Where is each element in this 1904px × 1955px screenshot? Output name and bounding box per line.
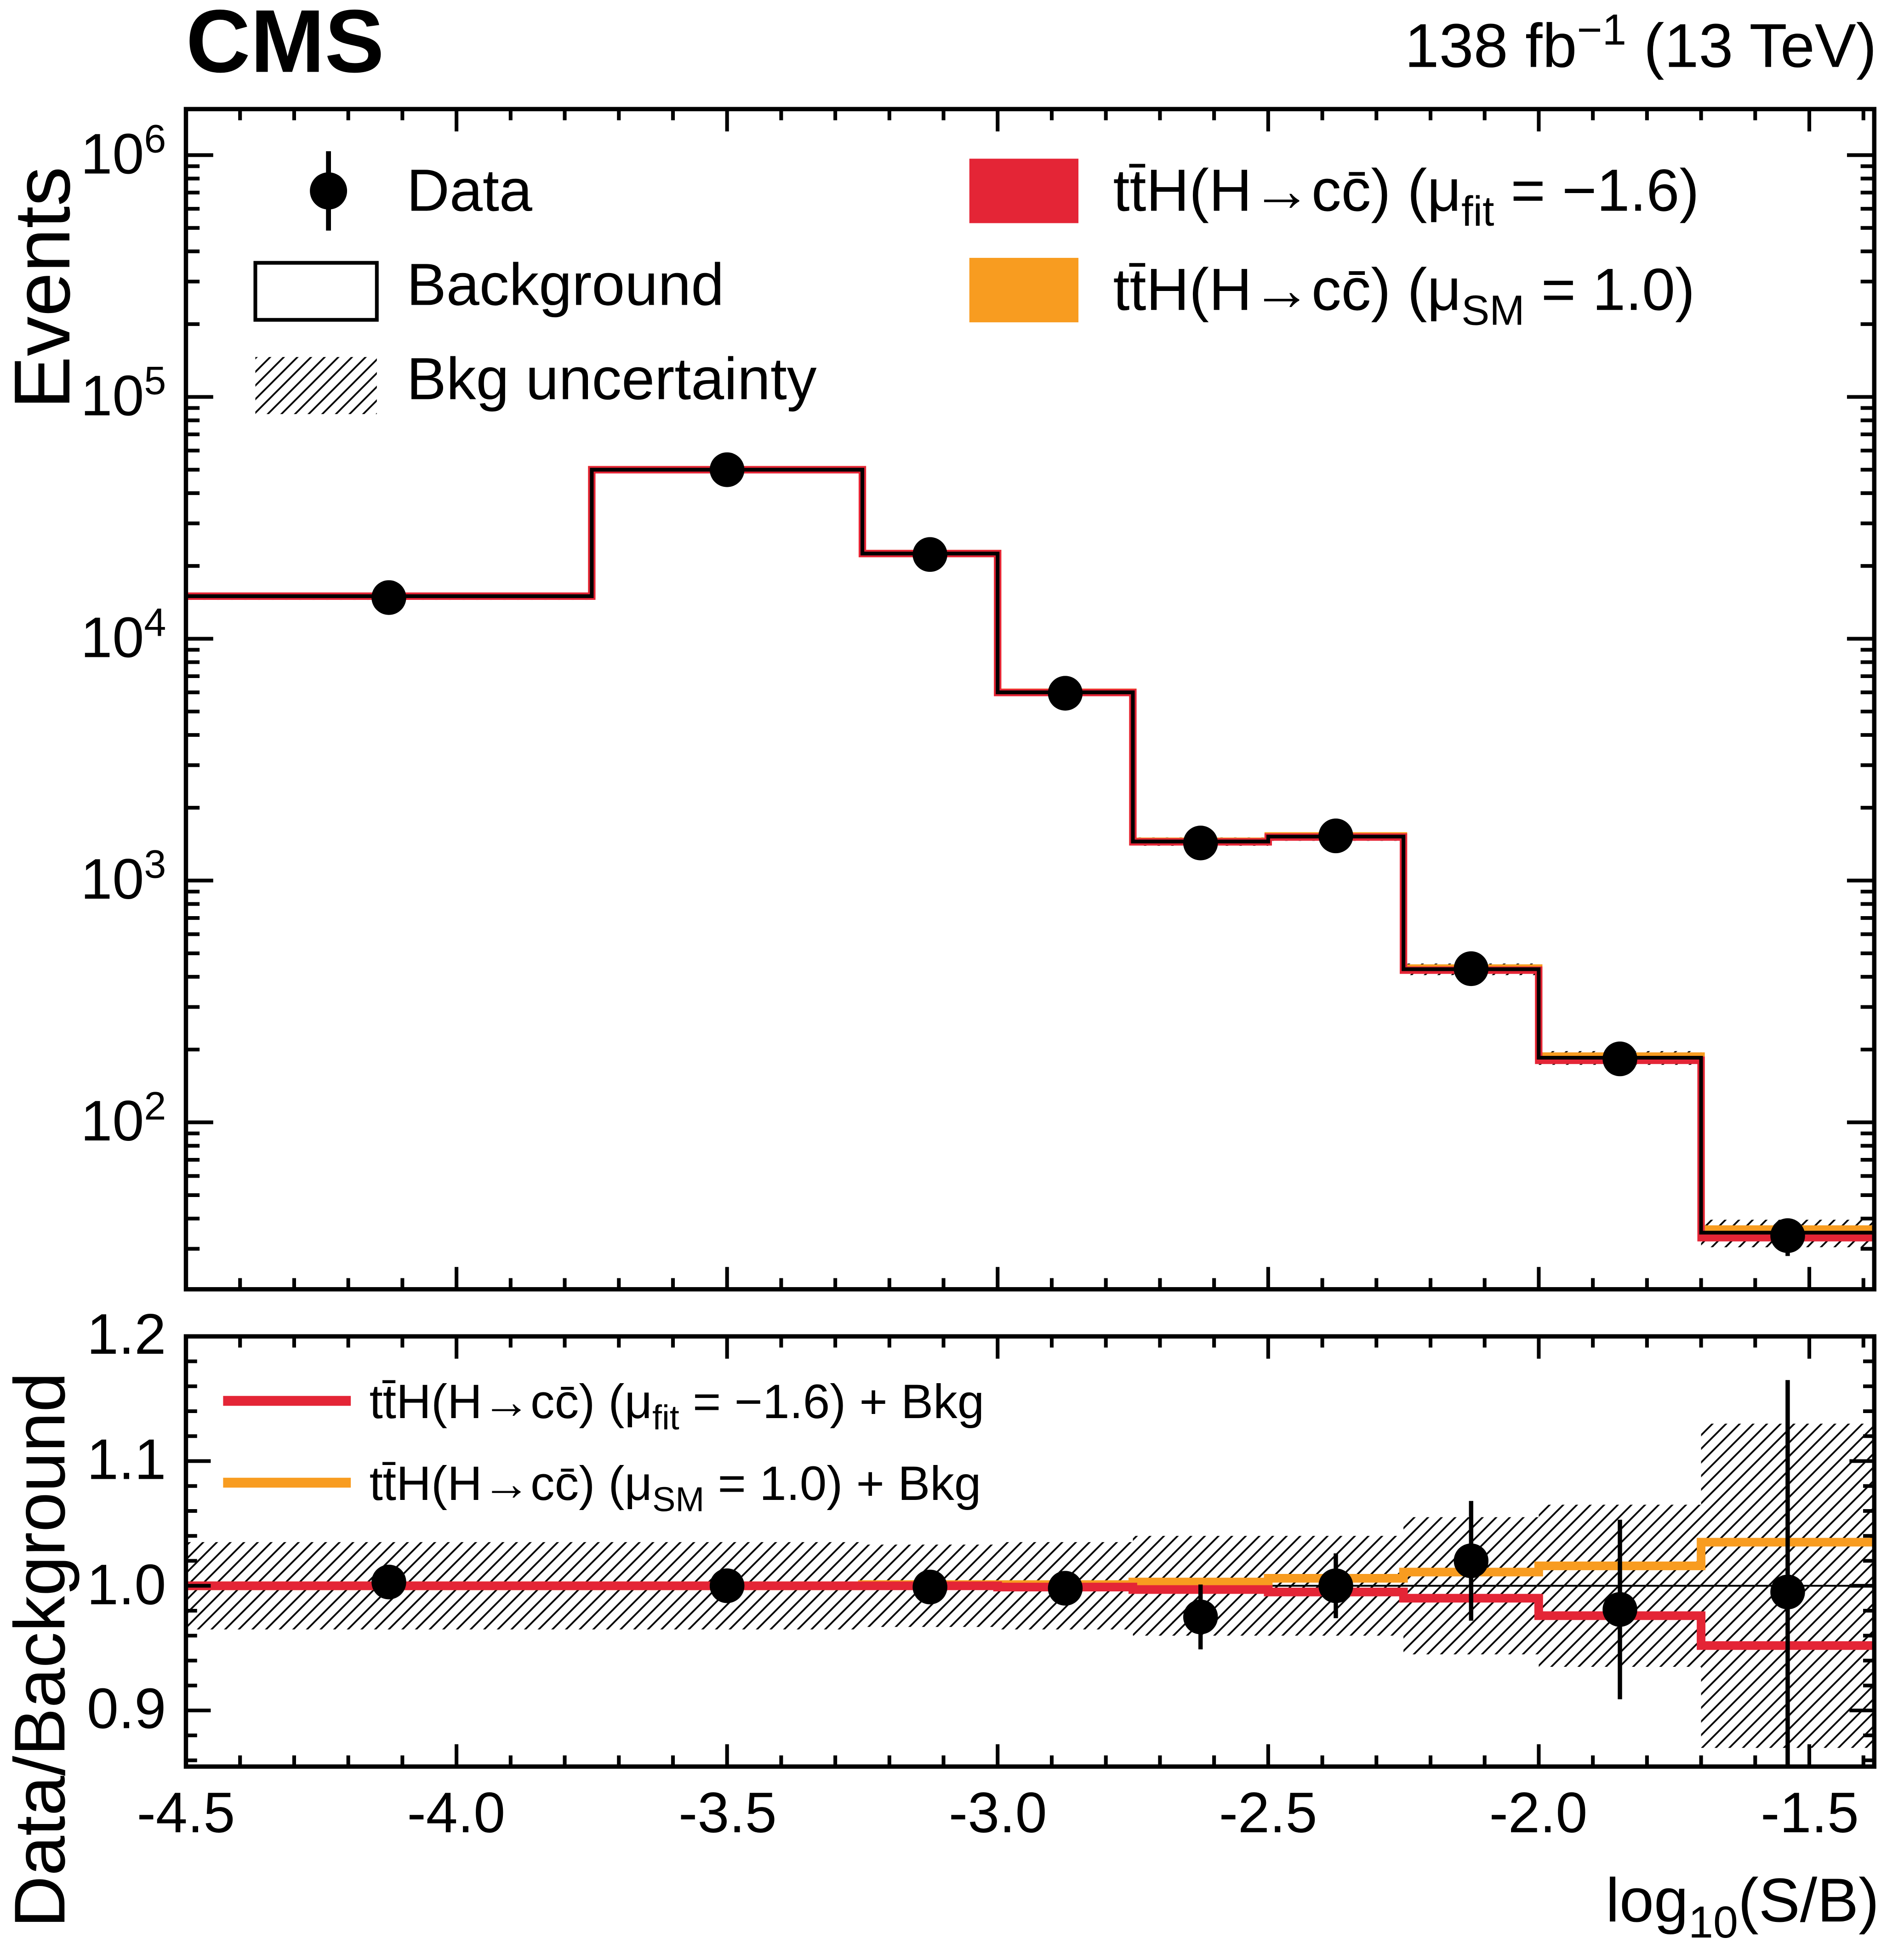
tick-base: 10 <box>80 364 144 427</box>
legend-sm-label: tt̄H(H→cc̄) (μSM = 1.0) + Bkg <box>370 1457 981 1518</box>
ratio-data-point <box>1454 1543 1489 1579</box>
legend-top: Data Background Bkg uncertainty tt̄H(H→c… <box>253 151 1699 414</box>
lumi-energy: (13 TeV) <box>1626 11 1877 80</box>
data-point <box>1318 818 1353 854</box>
data-point <box>1048 676 1083 711</box>
ratio-y-tick-label: 1.0 <box>87 1553 166 1617</box>
signal-fit-histogram <box>186 466 1875 1242</box>
legend-bkg-uncertainty-swatch <box>255 357 377 414</box>
legend-data-marker <box>310 172 348 210</box>
ratio-y-tick-label: 1.2 <box>87 1303 166 1366</box>
tick-exponent: 5 <box>144 359 166 403</box>
y-tick-label-1e2: 102 <box>80 1084 166 1153</box>
x-tick-label: -3.0 <box>949 1781 1047 1845</box>
lumi-exponent: −1 <box>1577 6 1627 54</box>
ratio-data-point <box>912 1569 947 1605</box>
x-tick-label: -4.5 <box>137 1781 235 1845</box>
data-point <box>1602 1041 1637 1077</box>
ratio-y-tick-label: 1.1 <box>87 1428 166 1491</box>
ratio-data-point <box>1183 1599 1218 1635</box>
y-tick-label-1e4: 104 <box>80 601 166 670</box>
legend-ratio: tt̄H(H→cc̄) (μfit = −1.6) + Bkg tt̄H(H→c… <box>223 1375 985 1519</box>
label-main: log <box>1606 1865 1688 1935</box>
label-main: tt̄H(H→cc̄) (μ <box>370 1375 652 1429</box>
data-point <box>1770 1218 1805 1253</box>
legend-signal-sm-swatch <box>969 257 1079 323</box>
tick-exponent: 3 <box>144 842 166 886</box>
tick-exponent: 6 <box>144 117 166 161</box>
ratio-data-point <box>709 1568 745 1603</box>
ratio-data-point <box>1602 1592 1637 1627</box>
tick-exponent: 2 <box>144 1084 166 1128</box>
label-main: = 1.0) <box>1525 256 1695 323</box>
ratio-panel-content <box>186 1380 1875 1767</box>
signal-sm-histogram <box>186 466 1875 1233</box>
ratio-panel-frame <box>183 1334 1877 1769</box>
x-tick-label: -4.0 <box>407 1781 505 1845</box>
label-main: = 1.0) + Bkg <box>704 1457 981 1510</box>
x-tick-label: -1.5 <box>1761 1781 1859 1845</box>
label-sub: 10 <box>1688 1897 1738 1947</box>
ratio-data-point <box>1048 1571 1083 1606</box>
legend-signal-sm-label: tt̄H(H→cc̄) (μSM = 1.0) <box>1113 256 1695 334</box>
legend-signal-fit-label: tt̄H(H→cc̄) (μfit = −1.6) <box>1113 157 1699 234</box>
label-sub: fit <box>652 1398 679 1437</box>
x-tick-label: -2.5 <box>1219 1781 1317 1845</box>
tick-base: 10 <box>80 123 144 186</box>
legend-background-label: Background <box>406 251 724 318</box>
tick-base: 10 <box>80 1089 144 1153</box>
ratio-y-axis-label: Data/Background <box>0 1372 80 1928</box>
label-main: tt̄H(H→cc̄) (μ <box>370 1457 652 1510</box>
tick-base: 10 <box>80 606 144 669</box>
x-axis-label: log10(S/B) <box>1606 1865 1879 1947</box>
data-point <box>912 537 947 572</box>
tick-base: 10 <box>80 848 144 911</box>
ratio-data-point <box>371 1564 406 1600</box>
legend-background-swatch <box>253 261 379 322</box>
ratio-data-point <box>1770 1574 1805 1610</box>
top-panel-frame <box>183 107 1877 1292</box>
label-main: = −1.6) + Bkg <box>679 1375 984 1429</box>
lumi-label: 138 fb−1 (13 TeV) <box>1405 6 1877 80</box>
top-panel-content <box>186 452 1875 1256</box>
legend-bkg-uncertainty-label: Bkg uncertainty <box>406 346 816 412</box>
data-point <box>1183 826 1218 861</box>
label-main: (S/B) <box>1738 1865 1879 1935</box>
y-tick-label-1e3: 103 <box>80 842 166 911</box>
y-tick-label-1e5: 105 <box>80 359 166 428</box>
label-main: tt̄H(H→cc̄) (μ <box>1113 256 1462 323</box>
label-main: tt̄H(H→cc̄) (μ <box>1113 157 1462 223</box>
ratio-y-tick-label: 0.9 <box>87 1677 166 1740</box>
label-sub: SM <box>652 1480 704 1519</box>
label-sub: fit <box>1461 188 1494 235</box>
top-y-axis-label: Events <box>0 166 86 409</box>
data-point <box>709 452 745 487</box>
x-tick-label: -3.5 <box>678 1781 777 1845</box>
background-histogram <box>186 467 1875 1235</box>
tick-exponent: 4 <box>144 601 166 645</box>
x-tick-label: -2.0 <box>1489 1781 1588 1845</box>
y-tick-label-1e6: 106 <box>80 117 166 186</box>
data-point <box>1454 951 1489 986</box>
legend-signal-fit-swatch <box>969 159 1079 223</box>
label-main: = −1.6) <box>1494 157 1699 223</box>
ratio-data-point <box>1318 1568 1353 1603</box>
lumi-value: 138 fb <box>1405 11 1577 80</box>
cms-logo: CMS <box>186 0 384 91</box>
legend-data-label: Data <box>406 157 532 223</box>
data-point <box>371 580 406 615</box>
legend-fit-label: tt̄H(H→cc̄) (μfit = −1.6) + Bkg <box>370 1375 985 1436</box>
label-sub: SM <box>1461 287 1525 334</box>
